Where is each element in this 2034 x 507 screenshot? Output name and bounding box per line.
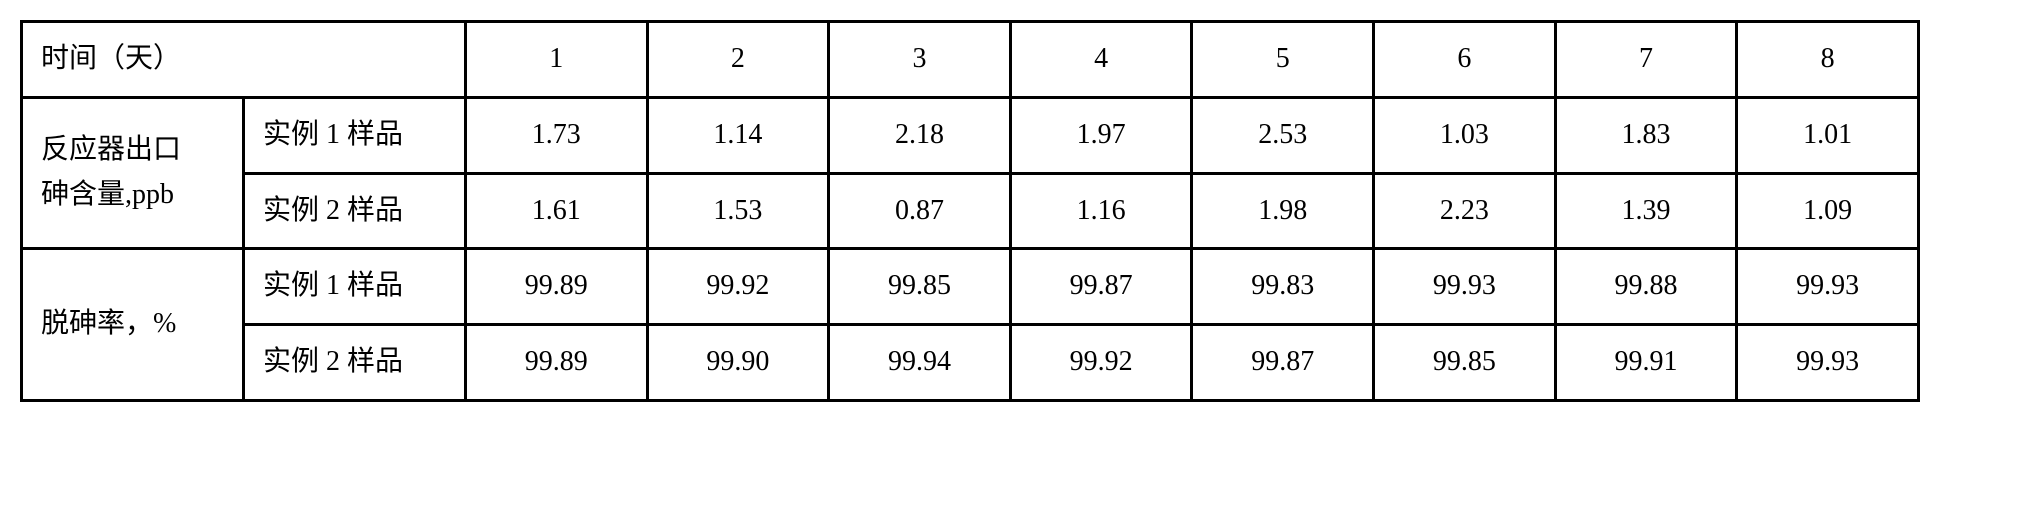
- data-cell: 2.18: [829, 97, 1011, 173]
- data-cell: 99.93: [1737, 249, 1919, 325]
- day-header: 1: [465, 22, 647, 98]
- data-cell: 1.97: [1010, 97, 1192, 173]
- data-cell: 99.85: [1374, 325, 1556, 401]
- day-header: 8: [1737, 22, 1919, 98]
- table-row: 时间（天） 1 2 3 4 5 6 7 8: [22, 22, 1919, 98]
- section1-label-line1: 反应器出口: [41, 134, 181, 165]
- day-header: 3: [829, 22, 1011, 98]
- day-header: 7: [1555, 22, 1737, 98]
- sample-label: 实例 1 样品: [243, 97, 465, 173]
- data-cell: 1.14: [647, 97, 829, 173]
- day-header: 4: [1010, 22, 1192, 98]
- data-cell: 2.53: [1192, 97, 1374, 173]
- data-cell: 99.85: [829, 249, 1011, 325]
- table-row: 实例 2 样品 1.61 1.53 0.87 1.16 1.98 2.23 1.…: [22, 173, 1919, 249]
- data-cell: 99.87: [1010, 249, 1192, 325]
- data-cell: 99.90: [647, 325, 829, 401]
- section1-label-line2: 砷含量,ppb: [41, 179, 174, 210]
- data-cell: 99.89: [465, 325, 647, 401]
- day-header: 6: [1374, 22, 1556, 98]
- data-cell: 99.92: [647, 249, 829, 325]
- data-cell: 1.53: [647, 173, 829, 249]
- data-cell: 0.87: [829, 173, 1011, 249]
- data-cell: 99.91: [1555, 325, 1737, 401]
- data-cell: 2.23: [1374, 173, 1556, 249]
- table-row: 实例 2 样品 99.89 99.90 99.94 99.92 99.87 99…: [22, 325, 1919, 401]
- data-cell: 99.88: [1555, 249, 1737, 325]
- day-header: 2: [647, 22, 829, 98]
- data-cell: 99.83: [1192, 249, 1374, 325]
- data-cell: 1.16: [1010, 173, 1192, 249]
- data-cell: 1.09: [1737, 173, 1919, 249]
- data-cell: 99.93: [1374, 249, 1556, 325]
- sample-label: 实例 2 样品: [243, 325, 465, 401]
- section2-label: 脱砷率，%: [22, 249, 244, 401]
- data-cell: 1.39: [1555, 173, 1737, 249]
- data-cell: 1.98: [1192, 173, 1374, 249]
- section1-label: 反应器出口 砷含量,ppb: [22, 97, 244, 249]
- data-cell: 99.92: [1010, 325, 1192, 401]
- table-row: 脱砷率，% 实例 1 样品 99.89 99.92 99.85 99.87 99…: [22, 249, 1919, 325]
- day-header: 5: [1192, 22, 1374, 98]
- data-cell: 1.61: [465, 173, 647, 249]
- data-cell: 1.83: [1555, 97, 1737, 173]
- sample-label: 实例 2 样品: [243, 173, 465, 249]
- data-cell: 99.94: [829, 325, 1011, 401]
- data-cell: 1.73: [465, 97, 647, 173]
- table-row: 反应器出口 砷含量,ppb 实例 1 样品 1.73 1.14 2.18 1.9…: [22, 97, 1919, 173]
- data-cell: 99.93: [1737, 325, 1919, 401]
- data-cell: 1.03: [1374, 97, 1556, 173]
- data-cell: 99.87: [1192, 325, 1374, 401]
- time-label-cell: 时间（天）: [22, 22, 466, 98]
- data-cell: 1.01: [1737, 97, 1919, 173]
- sample-label: 实例 1 样品: [243, 249, 465, 325]
- data-table: 时间（天） 1 2 3 4 5 6 7 8 反应器出口 砷含量,ppb 实例 1…: [20, 20, 1920, 402]
- data-cell: 99.89: [465, 249, 647, 325]
